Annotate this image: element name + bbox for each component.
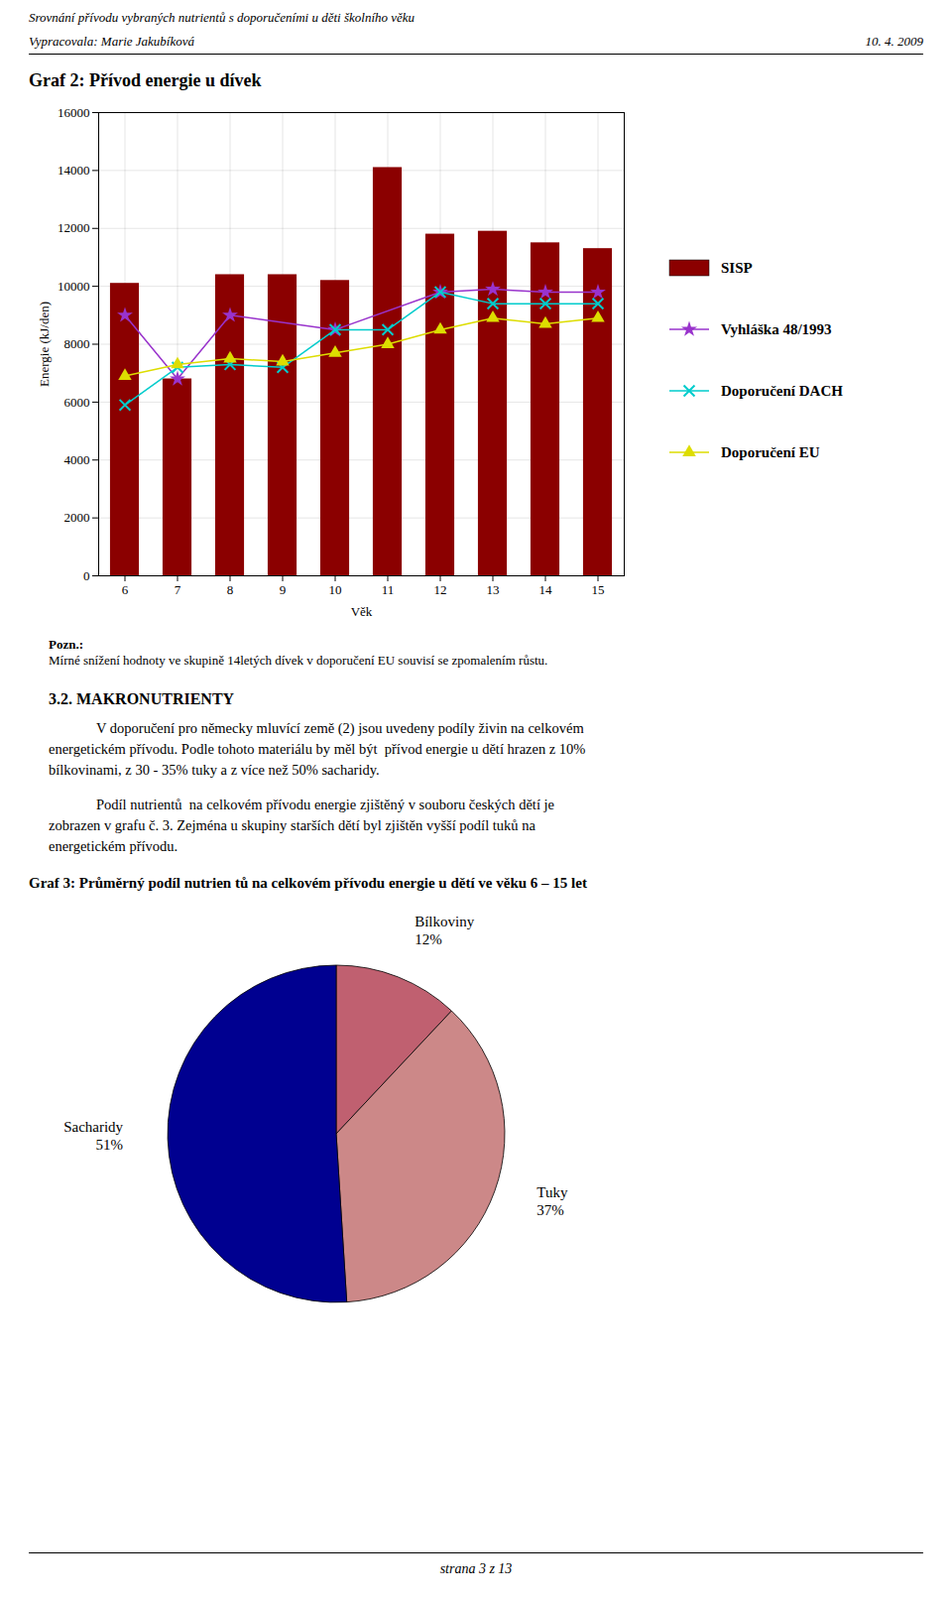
html-text:Srovnání přívodu vybraných nut: Srovnání přívodu vybraných nutrientů s d…	[28, 9, 415, 25]
html-text:Vypracovala: Marie Jakubíková: Vypracovala: Marie Jakubíková	[28, 33, 195, 49]
html-text:Podíl nutrientů na celkovém př: Podíl nutrientů na celkovém přívodu ener…	[96, 796, 555, 813]
html-text:energetickém přívodu. Podle to: energetickém přívodu. Podle tohoto mater…	[48, 740, 586, 757]
svg-text:Energie (kJ/den): Energie (kJ/den)	[36, 301, 52, 387]
html-text:Pozn.:: Pozn.:	[48, 636, 84, 652]
svg-text:13: 13	[486, 582, 500, 597]
svg-text:14000: 14000	[57, 162, 91, 178]
svg-text:10000: 10000	[57, 278, 91, 294]
html-text:energetickém přívodu.: energetickém přívodu.	[48, 838, 178, 854]
html-text:Graf 2: Přívod energie u dívek: Graf 2: Přívod energie u dívek	[28, 70, 262, 91]
html-text:bílkovinami, z 30 - 35% tuky a: bílkovinami, z 30 - 35% tuky a z více ne…	[48, 761, 380, 778]
svg-text:7: 7	[174, 582, 182, 597]
svg-text:6000: 6000	[64, 394, 91, 410]
svg-text:10: 10	[329, 582, 343, 597]
html-text:3.2. MAKRONUTRIENTY: 3.2. MAKRONUTRIENTY	[48, 690, 235, 708]
svg-text:8000: 8000	[64, 336, 91, 352]
svg-text:16000: 16000	[57, 105, 91, 120]
svg-text:0: 0	[83, 568, 91, 584]
html-text:Vyhláška 48/1993: Vyhláška 48/1993	[720, 320, 832, 337]
svg-text:11: 11	[381, 582, 395, 597]
svg-text:14: 14	[539, 582, 554, 597]
svg-text:Tuky37%: Tuky37%	[536, 1184, 569, 1218]
html-text:Mírné snížení hodnoty ve skupi: Mírné snížení hodnoty ve skupině 14letýc…	[48, 652, 548, 668]
svg-text:2000: 2000	[64, 509, 91, 525]
svg-text:Bílkoviny12%: Bílkoviny12%	[414, 913, 476, 948]
html-text:SISP: SISP	[720, 259, 753, 276]
html-text:10. 4. 2009: 10. 4. 2009	[865, 33, 924, 49]
html-text:V doporučení pro německy mluví: V doporučení pro německy mluvící země (2…	[96, 719, 584, 736]
svg-text:9: 9	[279, 582, 287, 597]
svg-text:12: 12	[434, 582, 448, 597]
svg-text:Sacharidy51%: Sacharidy51%	[63, 1118, 123, 1153]
html-text:Doporučení DACH: Doporučení DACH	[720, 382, 843, 399]
svg-text:15: 15	[592, 582, 605, 597]
html-text:strana 3 z 13: strana 3 z 13	[439, 1560, 513, 1576]
svg-text:12000: 12000	[57, 220, 91, 236]
svg-text:Věk: Věk	[351, 603, 373, 619]
html-text:Graf 3: Průměrný podíl nutrien: Graf 3: Průměrný podíl nutrien tů na cel…	[28, 874, 587, 891]
svg-text:8: 8	[227, 582, 235, 597]
svg-text:6: 6	[121, 582, 129, 597]
svg-text:4000: 4000	[64, 452, 91, 468]
html-text:zobrazen v grafu č. 3. Zejména: zobrazen v grafu č. 3. Zejména u skupiny…	[48, 817, 536, 834]
html-text:Doporučení EU: Doporučení EU	[720, 443, 820, 460]
